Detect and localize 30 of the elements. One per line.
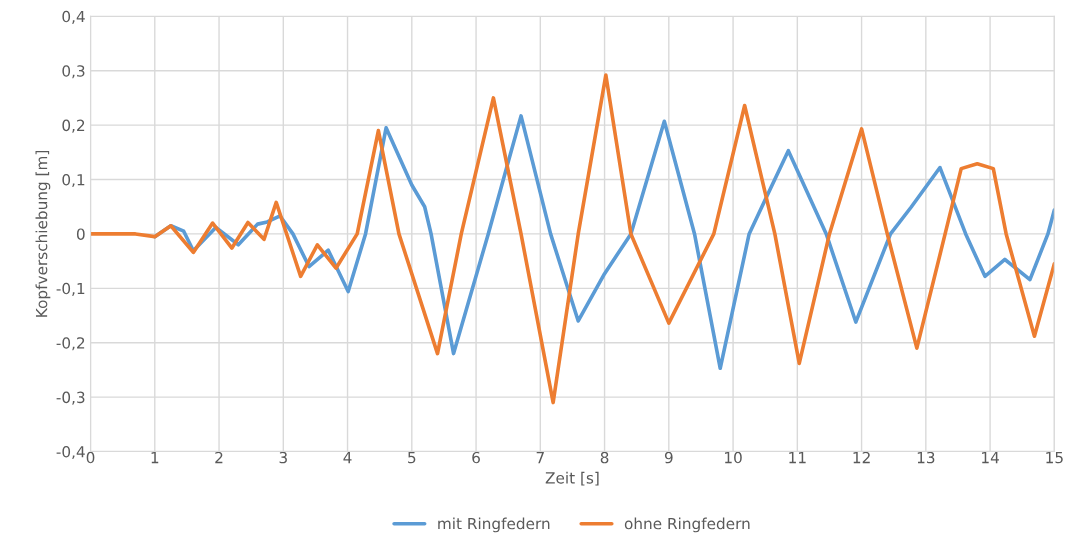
y-tick-label: -0,1 — [56, 282, 85, 296]
x-tick-label: 1 — [151, 451, 159, 464]
x-tick-label: 4 — [343, 451, 352, 464]
x-tick-label: 9 — [664, 451, 673, 464]
line-series — [90, 73, 1055, 405]
x-tick-label: 8 — [600, 451, 609, 464]
x-axis-title: Zeit [s] — [545, 471, 599, 486]
y-axis-title: Kopfverschiebung [m] — [35, 150, 51, 317]
x-tick-label: 3 — [279, 451, 287, 464]
y-tick-label: -0,2 — [56, 337, 85, 351]
legend-label: mit Ringfedern — [438, 517, 550, 533]
x-tick-label: 6 — [472, 451, 480, 464]
y-tick-label: 0,1 — [62, 173, 85, 188]
x-tick-label: 7 — [536, 451, 544, 464]
y-tick-label: 0 — [76, 228, 85, 240]
x-tick-label: 0 — [86, 451, 95, 464]
x-tick-label: 11 — [789, 451, 806, 464]
x-tick-label: 14 — [982, 451, 999, 464]
y-tick-label: 0,3 — [62, 65, 85, 79]
x-tick-label: 12 — [853, 451, 870, 464]
x-tick-label: 13 — [917, 451, 935, 464]
y-tick-label: 0,4 — [62, 10, 85, 24]
x-tick-label: 5 — [408, 451, 416, 464]
x-tick-label: 2 — [215, 451, 223, 464]
y-tick-label: -0,4 — [56, 445, 85, 460]
legend-label: ohne Ringfedern — [624, 517, 750, 533]
x-tick-label: 15 — [1046, 451, 1063, 464]
y-tick-label: -0,3 — [56, 391, 85, 405]
x-tick-label: 10 — [725, 451, 742, 464]
y-tick-label: 0,2 — [62, 119, 85, 133]
